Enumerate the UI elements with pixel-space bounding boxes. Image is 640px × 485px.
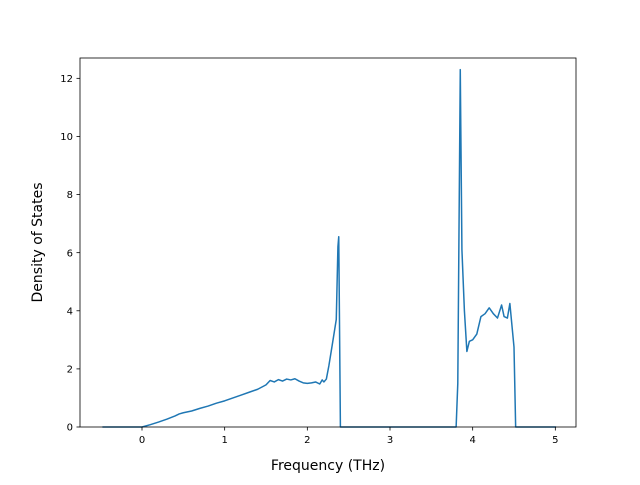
x-tick-label: 2 <box>304 435 310 446</box>
y-tick-label: 2 <box>67 364 73 375</box>
x-axis-label: Frequency (THz) <box>271 458 385 474</box>
series-line-0 <box>102 68 557 428</box>
x-tick-label: 4 <box>469 435 475 446</box>
y-tick-label: 10 <box>60 132 73 143</box>
series-layer <box>102 68 557 428</box>
y-tick-label: 8 <box>67 190 73 201</box>
x-tick-label: 5 <box>552 435 558 446</box>
plot-area-frame <box>79 57 577 428</box>
x-tick-label: 1 <box>221 435 227 446</box>
y-tick-label: 0 <box>67 423 73 434</box>
x-tick-label: 0 <box>139 435 145 446</box>
x-axis: 0 1 2 3 4 5 <box>139 427 559 446</box>
y-tick-label: 4 <box>67 306 73 317</box>
x-tick-label: 3 <box>387 435 393 446</box>
y-axis-label: Density of States <box>30 183 46 303</box>
y-tick-label: 6 <box>67 248 73 259</box>
y-axis: 0 2 4 6 8 10 12 <box>60 74 80 434</box>
y-tick-label: 12 <box>60 74 73 85</box>
